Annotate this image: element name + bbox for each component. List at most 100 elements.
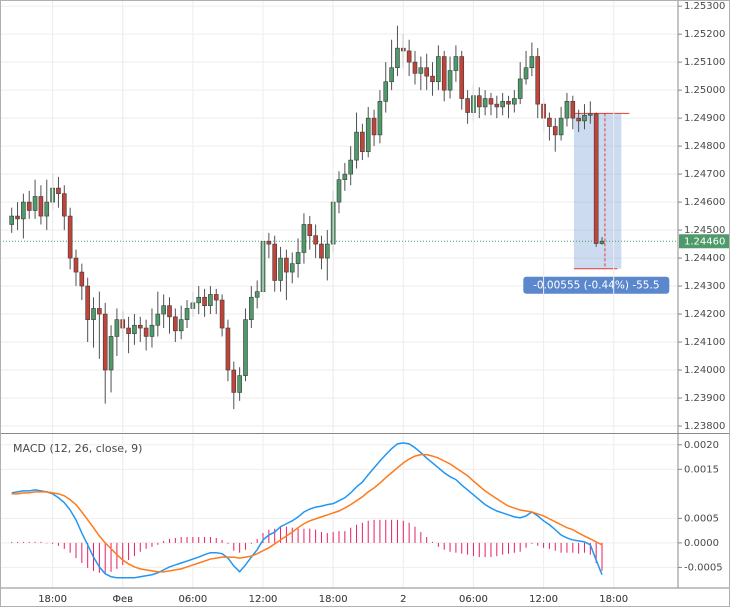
histogram-bar — [81, 542, 83, 563]
histogram-bar — [432, 541, 434, 543]
candle-body — [143, 327, 149, 337]
histogram-bar — [151, 542, 153, 547]
x-tick-label: 18:00 — [38, 594, 67, 605]
candle-body — [348, 159, 353, 175]
candle-body — [38, 196, 44, 217]
candle-body — [588, 113, 593, 116]
histogram-bar — [309, 528, 311, 543]
candle-body — [418, 67, 424, 74]
candle-body — [108, 336, 114, 371]
candle-body — [149, 324, 155, 337]
candle-body — [453, 56, 459, 71]
histogram-bar — [402, 520, 404, 543]
candle-body — [570, 101, 576, 119]
histogram-bar — [548, 542, 550, 549]
x-tick-label: 12:00 — [529, 594, 558, 605]
histogram-bar — [221, 539, 223, 543]
candle-body — [383, 81, 389, 102]
histogram-bar — [554, 542, 556, 551]
histogram-bar — [145, 542, 147, 549]
histogram-bar — [338, 531, 340, 543]
histogram-bar — [578, 542, 580, 554]
histogram-bar — [40, 541, 42, 543]
histogram-bar — [455, 542, 457, 553]
x-tick-label: 06:00 — [178, 594, 207, 605]
candle-body — [558, 117, 564, 136]
histogram-bar — [104, 542, 106, 574]
histogram-bar — [98, 542, 100, 573]
candle-body — [529, 56, 535, 69]
candle-body — [225, 327, 231, 371]
x-tick-label: 06:00 — [459, 594, 488, 605]
candle-body — [202, 296, 207, 306]
histogram-bar — [46, 542, 48, 544]
histogram-bar — [285, 526, 287, 543]
histogram-bar — [227, 542, 229, 544]
histogram-bar — [572, 542, 574, 553]
histogram-bar — [139, 542, 141, 552]
histogram-bar — [502, 542, 504, 555]
candle-body — [365, 117, 371, 153]
candle-body — [599, 240, 605, 244]
candle-body — [517, 78, 523, 99]
histogram-bar — [22, 541, 24, 543]
histogram-bar — [367, 520, 369, 543]
histogram-bar — [122, 542, 124, 565]
y-tick-label: 1.24200 — [684, 309, 725, 320]
candle-body — [319, 243, 324, 259]
y-tick-label: 1.24600 — [684, 197, 725, 208]
histogram-bar — [239, 542, 241, 553]
histogram-bar — [63, 542, 65, 549]
candle-body — [424, 67, 429, 77]
x-tick-label: 12:00 — [249, 594, 278, 605]
y-tick-label: 1.25200 — [684, 29, 725, 40]
candle-body — [336, 179, 342, 203]
candle-body — [488, 98, 494, 105]
histogram-bar — [174, 537, 176, 543]
candle-body — [26, 201, 32, 211]
measure-label: -0.00555 (-0.44%) -55.5 — [533, 280, 659, 292]
candle-body — [535, 56, 541, 105]
histogram-bar — [110, 542, 112, 572]
y-tick-label: 1.24300 — [684, 281, 725, 292]
candle-body — [406, 50, 412, 63]
candle-body — [278, 257, 283, 281]
candle-body — [73, 257, 79, 273]
y-tick-label: 0.0015 — [684, 464, 719, 475]
y-tick-label: 1.25000 — [684, 85, 725, 96]
y-tick-label: 1.25300 — [684, 1, 725, 12]
histogram-bar — [87, 542, 89, 568]
candle-body — [61, 193, 67, 217]
price-label-box — [679, 234, 729, 249]
candle-body — [494, 103, 500, 108]
x-tick-label: 18:00 — [38, 594, 67, 605]
candle-body — [354, 131, 359, 161]
y-tick-label: 1.24100 — [684, 337, 725, 348]
candle-body — [284, 257, 289, 273]
histogram-bar — [198, 537, 200, 543]
x-tick-label: Фев — [112, 594, 133, 605]
histogram-bar — [244, 542, 246, 550]
histogram-bar — [513, 542, 515, 553]
candle-body — [114, 319, 120, 337]
histogram-bar — [303, 528, 305, 543]
candle-body — [465, 98, 470, 113]
candle-body — [208, 294, 213, 306]
candle-body — [249, 296, 254, 320]
candle-body — [307, 224, 313, 236]
histogram-bar — [437, 542, 439, 547]
histogram-bar — [356, 524, 358, 543]
candle-body — [412, 61, 418, 74]
histogram-bar — [461, 542, 463, 554]
candle-body — [289, 263, 295, 273]
histogram-bar — [443, 542, 445, 550]
histogram-bar — [537, 542, 539, 546]
candle-body — [295, 252, 301, 264]
histogram-bar — [268, 529, 270, 543]
candle-body — [441, 56, 447, 91]
candle-body — [342, 173, 348, 180]
y-tick-label: 1.25100 — [684, 57, 725, 68]
candle-body — [512, 98, 517, 105]
x-tick-label: 18:00 — [319, 594, 348, 605]
